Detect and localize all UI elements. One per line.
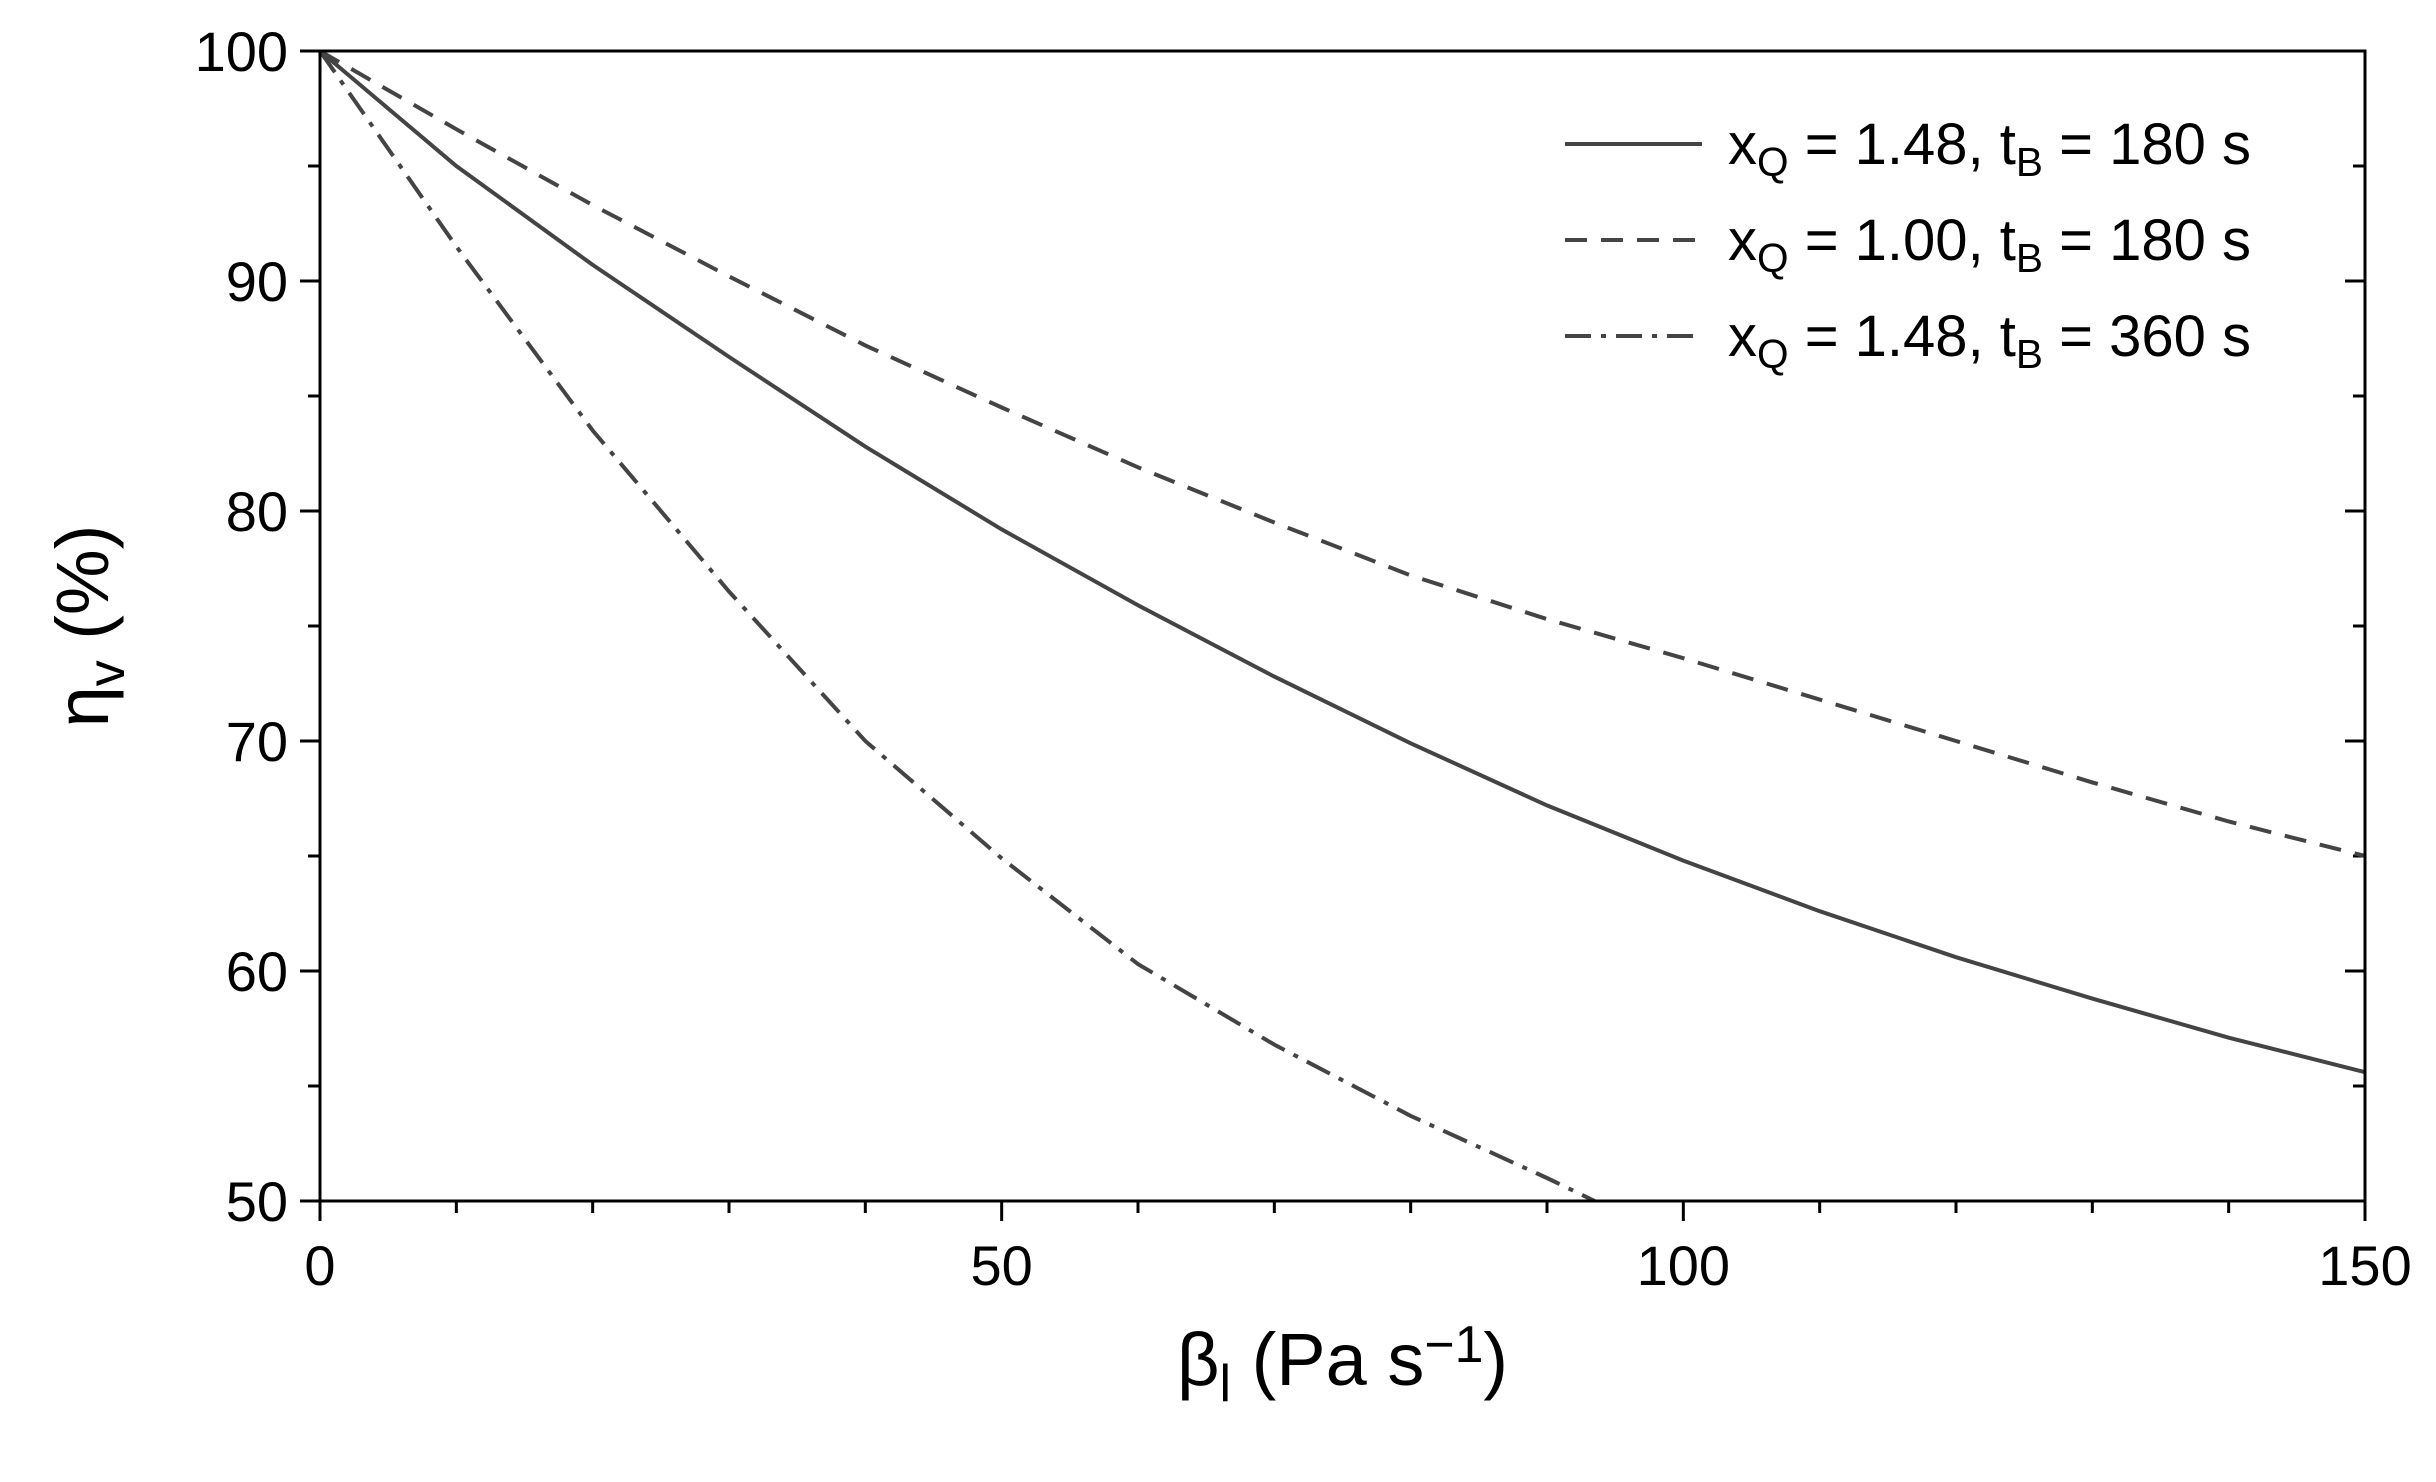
subscript: l xyxy=(1220,1354,1232,1412)
series-line xyxy=(320,51,2365,858)
label-text: = 1.00, t xyxy=(1789,208,2016,273)
label-text: = 180 s xyxy=(2043,112,2251,177)
y-tick-label: 50 xyxy=(226,1170,288,1233)
label-text: (Pa s xyxy=(1231,1318,1424,1401)
subscript: Q xyxy=(1757,235,1789,281)
legend-label: xQ = 1.48, tB = 360 s xyxy=(1728,304,2251,377)
series-line xyxy=(320,51,2365,1075)
label-text: = 1.48, t xyxy=(1789,112,2016,177)
series-line xyxy=(320,51,1596,1201)
legend-label: xQ = 1.48, tB = 180 s xyxy=(1728,112,2251,185)
subscript: B xyxy=(2016,139,2043,185)
y-tick-label: 90 xyxy=(226,250,288,313)
x-tick-label: 100 xyxy=(1637,1234,1730,1297)
y-tick-label: 80 xyxy=(226,480,288,543)
label-text: x xyxy=(1728,208,1757,273)
label-text: β xyxy=(1177,1318,1220,1401)
x-axis-label: βl (Pa s−1) xyxy=(1177,1315,1508,1412)
plot-frame xyxy=(318,49,2367,1203)
label-text: = 180 s xyxy=(2043,208,2251,273)
label-text: x xyxy=(1728,112,1757,177)
x-tick-label: 0 xyxy=(304,1234,335,1297)
subscript: Q xyxy=(1757,139,1789,185)
subscript: B xyxy=(2016,235,2043,281)
superscript: −1 xyxy=(1424,1315,1483,1373)
legend-label: xQ = 1.00, tB = 180 s xyxy=(1728,208,2251,281)
y-tick-label: 100 xyxy=(195,20,288,83)
y-tick-label: 60 xyxy=(226,940,288,1003)
x-tick-label: 150 xyxy=(2318,1234,2411,1297)
subscript: Q xyxy=(1757,331,1789,377)
label-text: x xyxy=(1728,304,1757,369)
label-text: η xyxy=(41,686,124,727)
subscript: B xyxy=(2016,331,2043,377)
subscript: v xyxy=(77,660,135,686)
label-text: = 360 s xyxy=(2043,304,2251,369)
x-tick-label: 50 xyxy=(971,1234,1033,1297)
label-text: (%) xyxy=(41,525,124,661)
y-axis-label: ηv (%) xyxy=(41,525,135,728)
label-text: = 1.48, t xyxy=(1789,304,2016,369)
label-text: ) xyxy=(1483,1318,1508,1401)
y-tick-label: 70 xyxy=(226,710,288,773)
